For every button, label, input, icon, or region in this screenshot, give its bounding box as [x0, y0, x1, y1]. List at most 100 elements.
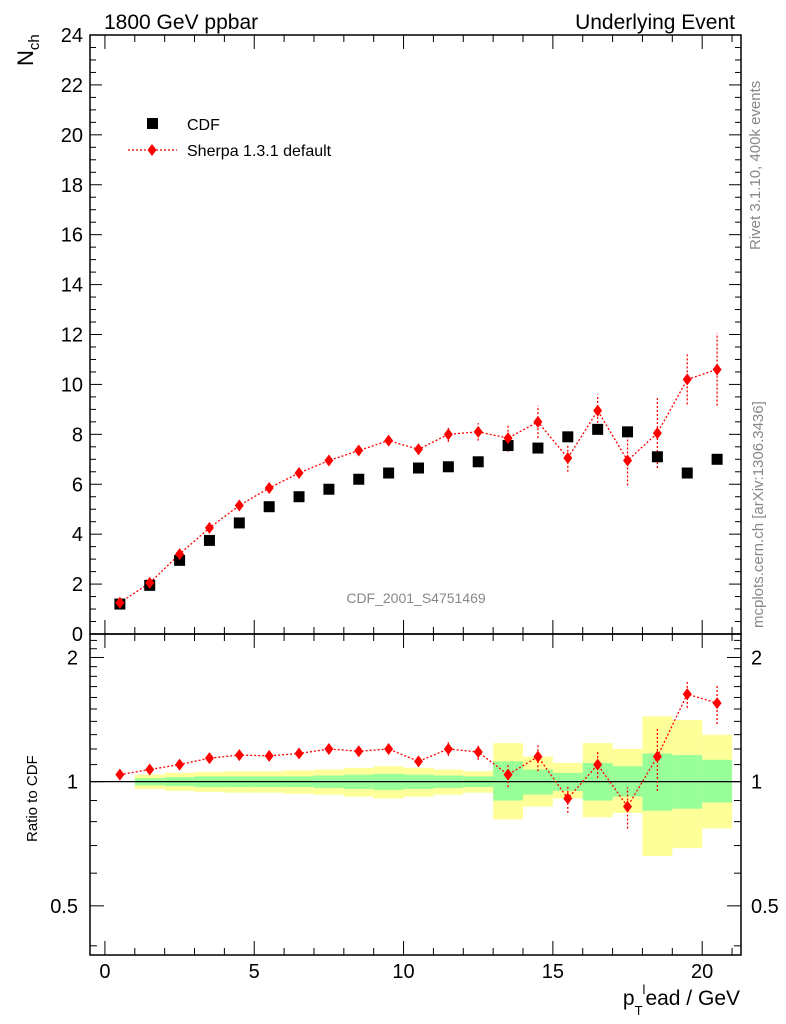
mc-point: [145, 576, 155, 589]
mc-point: [175, 548, 185, 561]
mc-point: [384, 434, 394, 447]
mc-point: [503, 432, 513, 445]
legend-cdf-marker: [147, 118, 158, 129]
main-ytick-label: 16: [61, 225, 83, 247]
header-left: 1800 GeV ppbar: [104, 11, 258, 34]
cdf-point: [233, 517, 245, 529]
ratio-xtick-label: 0: [99, 961, 110, 983]
ratio-mc-point: [593, 758, 603, 771]
cdf-point: [353, 473, 365, 485]
cdf-point: [293, 491, 305, 503]
main-ytick-label: 10: [61, 374, 83, 396]
ratio-ytick-label-right: 1: [751, 772, 762, 794]
ratio-mc-point: [473, 746, 483, 759]
mc-point: [593, 404, 603, 417]
ratio-mc-point: [145, 763, 155, 776]
ratio-mc-point: [234, 749, 244, 762]
cdf-point: [263, 501, 275, 513]
main-ytick-label: 0: [72, 624, 83, 646]
mc-point: [354, 444, 364, 457]
ratio-mc-point: [354, 745, 364, 758]
mc-point: [294, 467, 304, 480]
ratio-axes: 0 5 10 15 20 0.5 0.5 1 1 2 2: [50, 634, 779, 983]
ratio-plot-area: [115, 681, 722, 829]
ratio-mc-point: [413, 755, 423, 768]
legend: CDF Sherpa 1.3.1 default: [128, 117, 332, 160]
main-ytick-label: 20: [61, 125, 83, 147]
header-right: Underlying Event: [575, 11, 735, 34]
watermark: CDF_2001_S4751469: [346, 590, 486, 606]
mc-point: [623, 454, 633, 467]
legend-cdf-label: CDF: [187, 117, 220, 134]
mc-point: [413, 443, 423, 456]
uncertainty-band-inner: [493, 761, 524, 801]
ratio-ylabel: Ratio to CDF: [24, 755, 41, 842]
main-ytick-label: 12: [61, 325, 83, 347]
ratio-mc-point: [115, 768, 125, 781]
ratio-mc-point: [563, 792, 573, 805]
ratio-mc-point: [264, 749, 274, 762]
ratio-mc-point: [443, 742, 453, 755]
main-plot-area: [114, 333, 723, 610]
legend-mc-label: Sherpa 1.3.1 default: [187, 143, 332, 160]
cdf-point: [711, 453, 723, 465]
mc-point: [533, 415, 543, 428]
main-ytick-label: 4: [72, 524, 83, 546]
cdf-point: [442, 461, 454, 473]
main-ytick-label: 14: [61, 275, 83, 297]
cdf-point: [651, 451, 663, 463]
cdf-point: [532, 442, 544, 454]
ratio-panel: 0 5 10 15 20 0.5 0.5 1 1 2 2 Ratio to CDF pTlead /…: [24, 633, 779, 1018]
ratio-ytick-label: 2: [67, 647, 78, 669]
main-ytick-label: 6: [72, 474, 83, 496]
mc-point: [443, 428, 453, 441]
ratio-mc-point: [533, 750, 543, 763]
ratio-mc-point: [712, 697, 722, 710]
ratio-mc-point: [204, 752, 214, 765]
ratio-mc-point: [175, 758, 185, 771]
cdf-point: [323, 483, 335, 495]
ratio-mc-point: [384, 742, 394, 755]
cdf-point: [502, 440, 514, 452]
main-ylabel: Nch: [13, 34, 43, 66]
cdf-point: [562, 431, 574, 443]
mc-point: [652, 427, 662, 440]
ratio-mc-point: [652, 750, 662, 763]
cdf-point: [412, 462, 424, 474]
mc-point: [204, 521, 214, 534]
ratio-frame: [89, 633, 742, 956]
ratio-xtick-label: 10: [392, 961, 414, 983]
side-text-lower: mcplots.cern.ch [arXiv:1306.3436]: [750, 401, 767, 628]
ratio-xtick-label: 20: [691, 961, 713, 983]
mc-point: [264, 481, 274, 494]
ratio-mc-point: [623, 800, 633, 813]
side-text-upper: Rivet 3.1.10, 400k events: [747, 81, 764, 250]
ratio-mc-point: [503, 768, 513, 781]
ratio-xtick-label: 5: [249, 961, 260, 983]
ratio-mc-point: [324, 742, 334, 755]
ratio-ytick-label-right: 0.5: [751, 896, 779, 918]
ratio-mc-point: [294, 747, 304, 760]
mc-point: [115, 596, 125, 609]
cdf-point: [681, 467, 693, 479]
cdf-point: [472, 456, 484, 468]
cdf-point: [174, 554, 186, 566]
ratio-ytick-label: 1: [67, 772, 78, 794]
mc-point: [324, 454, 334, 467]
ratio-xtick-label: 15: [542, 961, 564, 983]
main-ytick-label: 18: [61, 175, 83, 197]
ratio-ytick-label-right: 2: [751, 647, 762, 669]
mc-point: [682, 373, 692, 386]
main-ytick-label: 8: [72, 424, 83, 446]
mc-point: [473, 425, 483, 438]
ratio-bands: [90, 716, 741, 857]
ratio-ytick-label: 0.5: [50, 896, 78, 918]
ratio-mc-line: [119, 693, 718, 808]
ratio-xlabel: pTlead / GeV: [623, 982, 740, 1018]
mc-point: [234, 499, 244, 512]
cdf-point: [203, 534, 215, 546]
main-ytick-label: 2: [72, 574, 83, 596]
